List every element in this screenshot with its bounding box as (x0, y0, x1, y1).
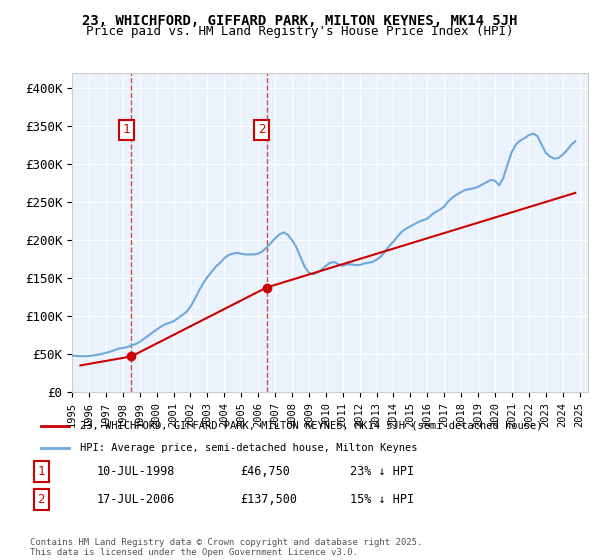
Text: 10-JUL-1998: 10-JUL-1998 (96, 465, 175, 478)
Text: 15% ↓ HPI: 15% ↓ HPI (350, 493, 414, 506)
Text: 2: 2 (258, 123, 265, 136)
Text: 23, WHICHFORD, GIFFARD PARK, MILTON KEYNES, MK14 5JH (semi-detached house): 23, WHICHFORD, GIFFARD PARK, MILTON KEYN… (80, 421, 542, 431)
Text: 1: 1 (122, 123, 130, 136)
Text: 2: 2 (37, 493, 45, 506)
Text: £137,500: £137,500 (240, 493, 297, 506)
Text: 1: 1 (37, 465, 45, 478)
Text: 23% ↓ HPI: 23% ↓ HPI (350, 465, 414, 478)
Text: £46,750: £46,750 (240, 465, 290, 478)
Text: 23, WHICHFORD, GIFFARD PARK, MILTON KEYNES, MK14 5JH: 23, WHICHFORD, GIFFARD PARK, MILTON KEYN… (82, 14, 518, 28)
Text: Contains HM Land Registry data © Crown copyright and database right 2025.
This d: Contains HM Land Registry data © Crown c… (30, 538, 422, 557)
Text: Price paid vs. HM Land Registry's House Price Index (HPI): Price paid vs. HM Land Registry's House … (86, 25, 514, 38)
Text: HPI: Average price, semi-detached house, Milton Keynes: HPI: Average price, semi-detached house,… (80, 443, 417, 453)
Text: 17-JUL-2006: 17-JUL-2006 (96, 493, 175, 506)
